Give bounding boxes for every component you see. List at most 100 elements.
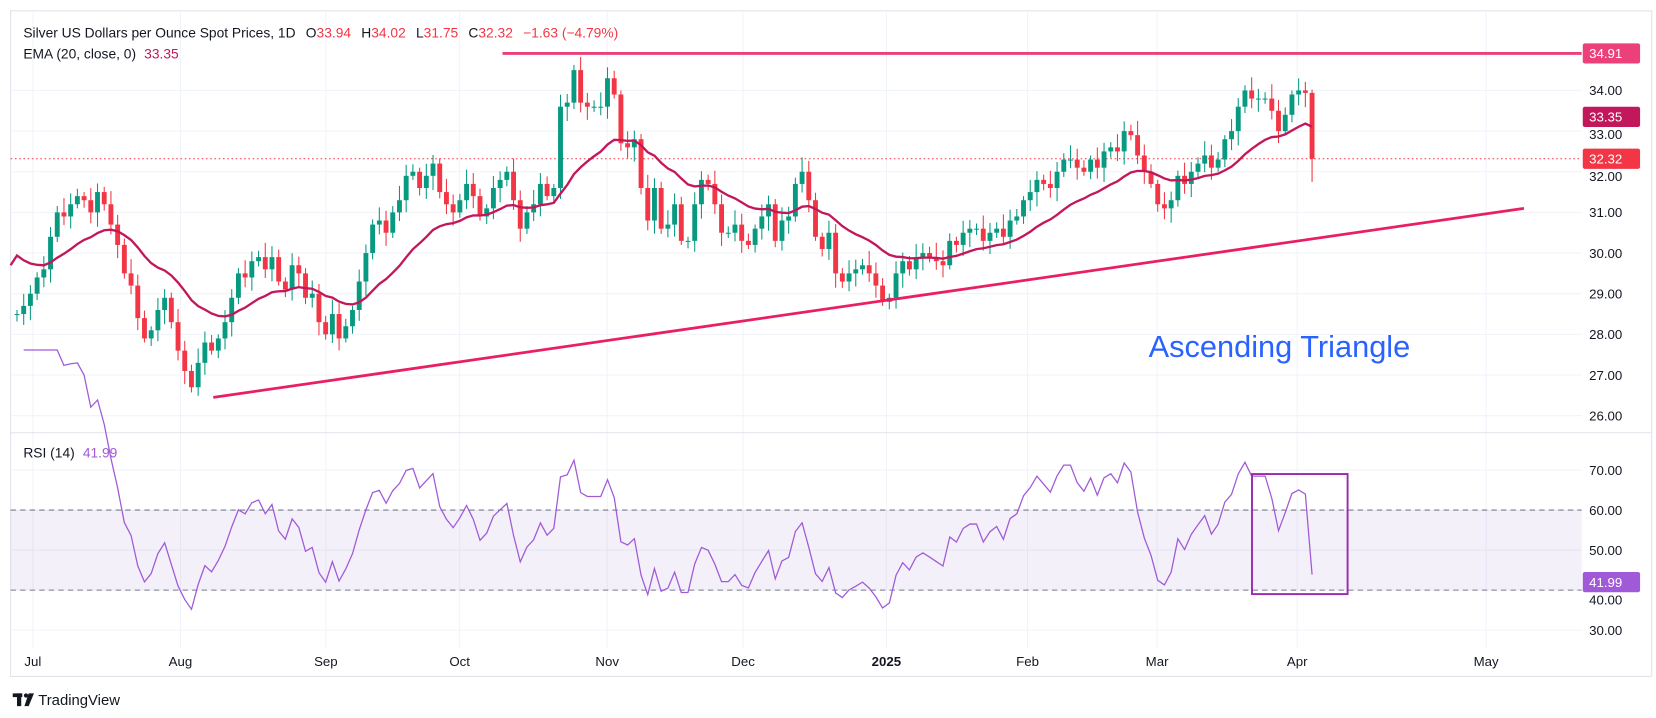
pattern-label[interactable]: Ascending Triangle xyxy=(1149,329,1411,364)
candle-body xyxy=(880,285,886,302)
candle-body xyxy=(799,171,805,184)
candle-body xyxy=(759,216,765,229)
candle xyxy=(866,250,872,283)
candle-body xyxy=(873,273,879,286)
candle xyxy=(450,194,456,226)
candle-body xyxy=(1188,171,1194,184)
candle xyxy=(1222,135,1228,168)
candle-body xyxy=(1007,220,1013,237)
candle xyxy=(249,251,255,291)
rsi-axis[interactable]: 70.00 60.00 50.00 40.00 30.00 xyxy=(1589,463,1622,638)
price-axis[interactable]: 34.00 33.00 32.00 31.00 30.00 29.00 28.00 27.00… xyxy=(1589,83,1622,423)
symbol-title: Silver US Dollars per Ounce Spot Prices,… xyxy=(23,25,295,40)
candle xyxy=(564,94,570,122)
candle xyxy=(54,206,60,242)
candle xyxy=(558,94,563,199)
rsi-legend[interactable]: RSI (14) 41.99 xyxy=(23,446,117,461)
candle-body xyxy=(437,163,443,193)
candle-body xyxy=(209,342,215,351)
candle-body xyxy=(1208,155,1214,168)
candle-body xyxy=(1047,183,1053,189)
candle xyxy=(779,207,785,251)
candle-body xyxy=(242,273,248,278)
candle xyxy=(437,158,443,199)
symbol-legend[interactable]: Silver US Dollars per Ounce Spot Prices,… xyxy=(23,25,618,40)
candle xyxy=(745,233,751,249)
candle-body xyxy=(1108,147,1114,152)
candle-body xyxy=(933,257,939,262)
candle-body xyxy=(370,224,376,254)
candle xyxy=(269,246,275,282)
candle xyxy=(873,262,879,298)
candle-body xyxy=(994,228,1000,233)
change-value: −1.63 (−4.79%) xyxy=(523,25,618,40)
candle-body xyxy=(940,261,946,266)
candle-body xyxy=(182,350,188,371)
candle xyxy=(544,176,550,201)
high-value: 34.02 xyxy=(371,25,406,40)
candle xyxy=(1047,170,1053,198)
candle-body xyxy=(967,228,973,233)
candle-body xyxy=(578,70,584,103)
time-axis[interactable]: Jul Aug Sep Oct Nov Dec 2025 Feb Mar Apr May xyxy=(24,654,1499,669)
ema-line xyxy=(9,122,1313,318)
candle xyxy=(819,232,825,257)
candle xyxy=(403,164,409,213)
candle-body xyxy=(913,257,919,270)
candle-body xyxy=(665,224,671,229)
candle-body xyxy=(296,265,302,274)
tradingview-logo[interactable]: TradingView xyxy=(12,693,121,709)
candle xyxy=(68,193,74,229)
candle-body xyxy=(1161,204,1167,209)
time-tick-label: Mar xyxy=(1146,654,1169,669)
svg-text:32.32: 32.32 xyxy=(1589,152,1622,167)
candle xyxy=(665,210,671,238)
candle xyxy=(276,249,282,286)
candle-body xyxy=(410,171,416,176)
candle-body xyxy=(1101,151,1107,168)
support-trendline[interactable] xyxy=(213,206,1525,399)
open-label: O xyxy=(306,25,317,40)
candle xyxy=(417,167,423,196)
candle-body xyxy=(1215,159,1221,168)
candle-body xyxy=(551,188,557,197)
candle-body xyxy=(215,338,221,351)
candle-body xyxy=(833,232,839,274)
candle-body xyxy=(397,200,402,213)
candle xyxy=(1255,88,1261,112)
candle-body xyxy=(712,183,718,205)
candle xyxy=(860,258,865,275)
rsi-highlight-box[interactable] xyxy=(1251,473,1349,596)
candle-body xyxy=(390,212,396,233)
low-value: 31.75 xyxy=(424,25,459,40)
high-label: H xyxy=(361,25,371,40)
candle-body xyxy=(1128,131,1134,136)
candle xyxy=(397,185,402,222)
candle-body xyxy=(1195,163,1201,172)
candle-body xyxy=(128,273,134,286)
candle-body xyxy=(658,188,664,229)
candle xyxy=(383,210,389,246)
candle-body xyxy=(175,322,181,351)
time-tick-label: Feb xyxy=(1016,654,1039,669)
candle-body xyxy=(417,171,423,189)
candle-body xyxy=(61,212,67,217)
candle-body xyxy=(813,200,818,237)
candle xyxy=(48,227,53,283)
candle-body xyxy=(376,220,382,225)
candle-body xyxy=(168,297,174,323)
candle xyxy=(303,268,308,305)
candle xyxy=(1215,152,1221,172)
candle-body xyxy=(336,314,342,339)
candle xyxy=(1135,120,1141,165)
candle xyxy=(605,67,610,119)
candle-body xyxy=(745,240,751,245)
tradingview-logo-text: TradingView xyxy=(38,693,120,709)
ema-legend[interactable]: EMA (20, close, 0) 33.35 xyxy=(23,47,179,62)
candle-body xyxy=(155,309,161,331)
candle xyxy=(1296,78,1302,106)
candle-body xyxy=(309,293,315,298)
candle xyxy=(182,340,188,385)
candle xyxy=(1262,92,1268,104)
